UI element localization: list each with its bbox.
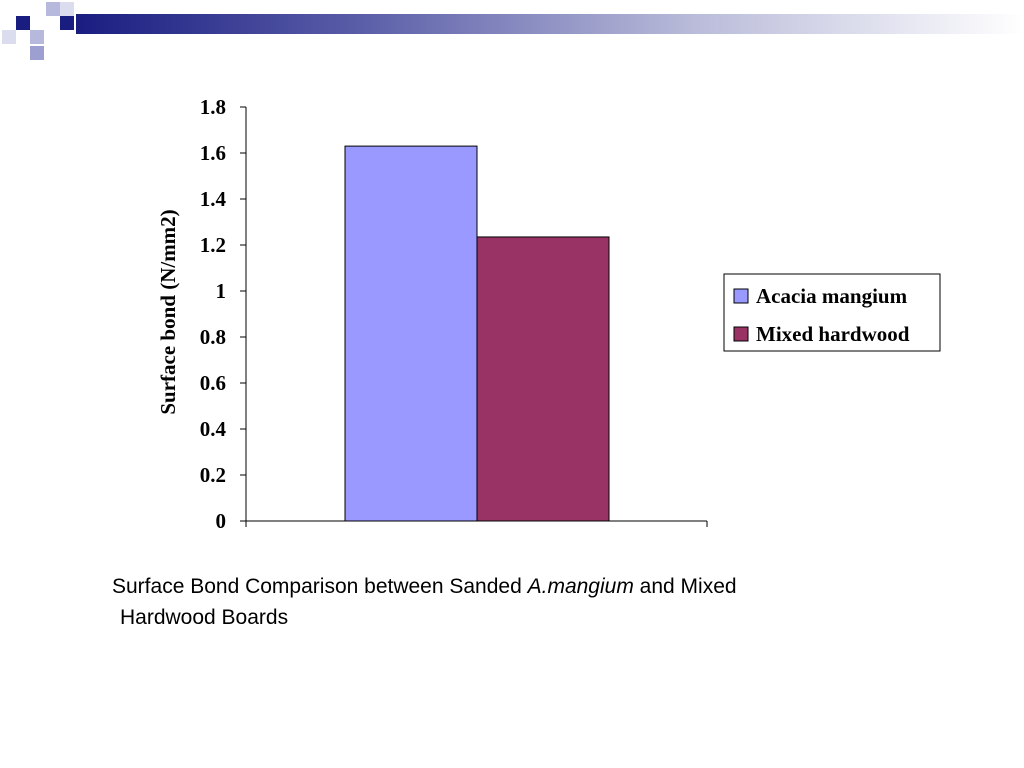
y-axis-label: Surface bond (N/mm2) (156, 209, 180, 414)
caption-text-start: Surface Bond Comparison between Sanded (112, 575, 528, 598)
caption-line-2: Hardwood Boards (120, 606, 289, 629)
caption-species-italic: A.mangium (527, 575, 634, 598)
y-tick-label: 1.8 (200, 95, 226, 119)
header-square-light (30, 30, 44, 44)
header-square-mid (30, 46, 44, 60)
legend-swatch (733, 288, 749, 304)
bars (344, 145, 610, 522)
bar-mixed-hardwood (476, 236, 610, 522)
header-square-dark (16, 16, 30, 30)
legend-label: Acacia mangium (756, 284, 908, 308)
header-square-light (60, 2, 74, 16)
header-decoration (0, 0, 1024, 60)
y-tick-label: 0 (216, 509, 227, 533)
y-tick-label: 0.2 (200, 463, 226, 487)
header-square-dark (60, 16, 74, 30)
y-tick-label: 1.2 (200, 233, 226, 257)
bar-acacia-mangium (344, 145, 478, 522)
figure-caption: Surface Bond Comparison between Sanded A… (112, 571, 912, 633)
legend-swatch (733, 326, 749, 342)
y-tick-label: 0.6 (200, 371, 226, 395)
y-tick-label: 0.4 (200, 417, 227, 441)
y-tick-label: 1 (216, 279, 227, 303)
caption-text-end: and Mixed (633, 575, 737, 598)
legend-label: Mixed hardwood (756, 322, 910, 346)
y-axis: 0 0.2 0.4 0.6 0.8 1 1.2 1.4 1.6 1.8 (200, 95, 708, 533)
header-gradient-band (76, 14, 1024, 34)
header-square-light (46, 2, 60, 16)
y-tick-label: 1.4 (200, 187, 227, 211)
header-square-light (2, 30, 16, 44)
legend-box (723, 273, 941, 352)
legend: Acacia mangium Mixed hardwood (723, 273, 941, 352)
y-tick-label: 0.8 (200, 325, 226, 349)
y-tick-label: 1.6 (200, 141, 226, 165)
